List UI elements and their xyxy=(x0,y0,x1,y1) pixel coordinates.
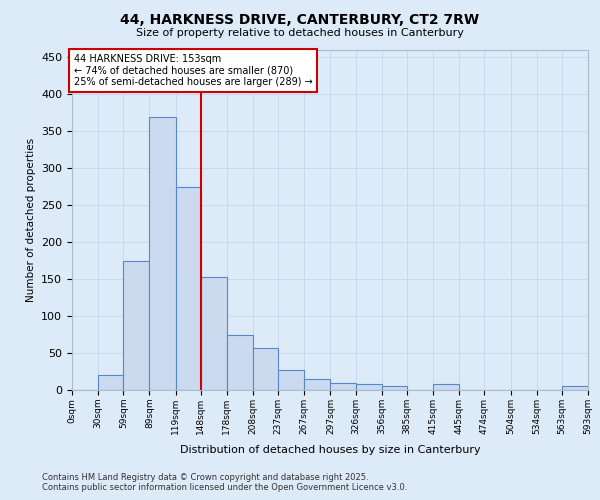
Y-axis label: Number of detached properties: Number of detached properties xyxy=(26,138,35,302)
Bar xyxy=(562,386,588,390)
Text: 44, HARKNESS DRIVE, CANTERBURY, CT2 7RW: 44, HARKNESS DRIVE, CANTERBURY, CT2 7RW xyxy=(121,12,479,26)
Bar xyxy=(176,186,201,390)
Bar xyxy=(149,116,176,390)
Bar xyxy=(331,382,356,390)
Bar xyxy=(201,277,227,390)
Bar xyxy=(124,260,149,390)
Bar xyxy=(382,386,407,390)
Bar xyxy=(433,384,459,390)
Text: 44 HARKNESS DRIVE: 153sqm
← 74% of detached houses are smaller (870)
25% of semi: 44 HARKNESS DRIVE: 153sqm ← 74% of detac… xyxy=(74,54,313,87)
Text: Size of property relative to detached houses in Canterbury: Size of property relative to detached ho… xyxy=(136,28,464,38)
Text: Contains HM Land Registry data © Crown copyright and database right 2025.
Contai: Contains HM Land Registry data © Crown c… xyxy=(42,473,407,492)
Bar xyxy=(98,375,124,390)
Bar xyxy=(304,379,331,390)
Bar xyxy=(278,370,304,390)
Bar xyxy=(253,348,278,390)
Bar xyxy=(356,384,382,390)
X-axis label: Distribution of detached houses by size in Canterbury: Distribution of detached houses by size … xyxy=(179,445,481,455)
Bar xyxy=(227,334,253,390)
